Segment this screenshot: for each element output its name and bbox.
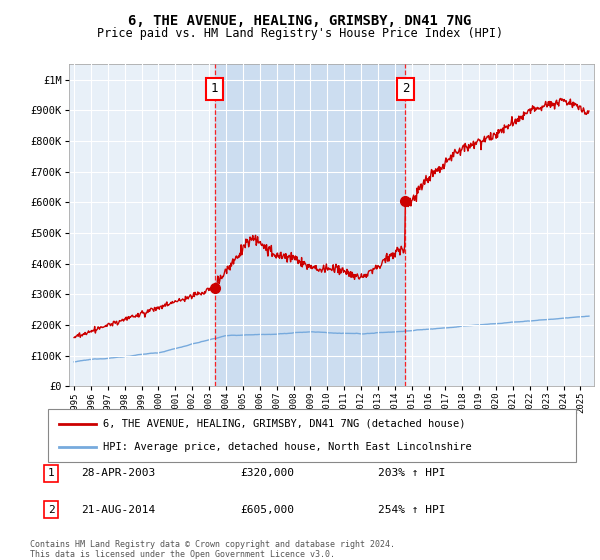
- Text: £605,000: £605,000: [240, 505, 294, 515]
- Text: 1: 1: [211, 82, 218, 95]
- Text: HPI: Average price, detached house, North East Lincolnshire: HPI: Average price, detached house, Nort…: [103, 442, 472, 452]
- FancyBboxPatch shape: [48, 409, 576, 462]
- Text: 6, THE AVENUE, HEALING, GRIMSBY, DN41 7NG: 6, THE AVENUE, HEALING, GRIMSBY, DN41 7N…: [128, 14, 472, 28]
- Text: This data is licensed under the Open Government Licence v3.0.: This data is licensed under the Open Gov…: [30, 550, 335, 559]
- Text: 2: 2: [401, 82, 409, 95]
- Text: 21-AUG-2014: 21-AUG-2014: [81, 505, 155, 515]
- Text: 6, THE AVENUE, HEALING, GRIMSBY, DN41 7NG (detached house): 6, THE AVENUE, HEALING, GRIMSBY, DN41 7N…: [103, 419, 466, 429]
- Text: 254% ↑ HPI: 254% ↑ HPI: [378, 505, 445, 515]
- Bar: [215, 64, 406, 386]
- Text: Price paid vs. HM Land Registry's House Price Index (HPI): Price paid vs. HM Land Registry's House …: [97, 27, 503, 40]
- Text: £320,000: £320,000: [240, 468, 294, 478]
- Text: 203% ↑ HPI: 203% ↑ HPI: [378, 468, 445, 478]
- Text: 2: 2: [47, 505, 55, 515]
- Text: Contains HM Land Registry data © Crown copyright and database right 2024.: Contains HM Land Registry data © Crown c…: [30, 540, 395, 549]
- Text: 28-APR-2003: 28-APR-2003: [81, 468, 155, 478]
- Text: 1: 1: [47, 468, 55, 478]
